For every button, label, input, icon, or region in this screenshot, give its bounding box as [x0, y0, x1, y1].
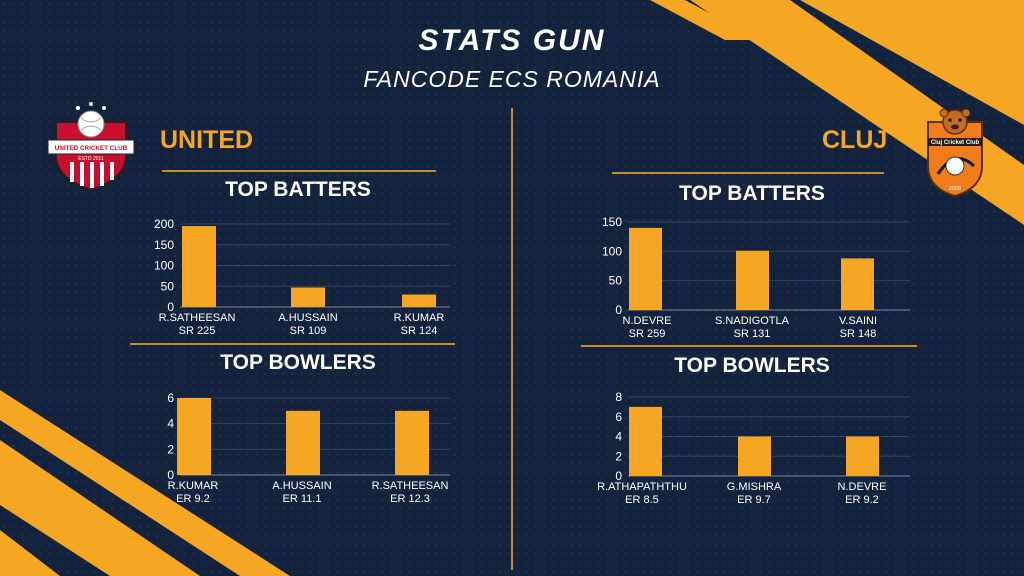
center-divider	[511, 108, 513, 570]
bar-3	[841, 258, 874, 310]
united-logo-estd: ESTD 2011	[78, 156, 104, 162]
category-sublabel: SR 148	[840, 328, 877, 340]
bar-2	[736, 250, 769, 310]
y-tick-label: 50	[609, 274, 623, 288]
category-sublabel: SR 225	[179, 325, 216, 337]
category-sublabel: ER 8.5	[625, 494, 659, 506]
category-label: R.ATHAPATHTHU	[597, 481, 687, 493]
category-label: V.SAINI	[839, 315, 877, 327]
united-logo: UNITED CRICKET CLUB ESTD 2011	[48, 102, 134, 192]
category-label: S.NADIGOTLA	[715, 315, 790, 327]
team-name-united: UNITED	[160, 126, 254, 154]
cluj-logo-text: Cluj Cricket Club	[931, 140, 980, 146]
y-tick-label: 50	[161, 279, 175, 293]
category-label: R.KUMAR	[394, 312, 445, 324]
united-section-rule	[130, 343, 455, 345]
y-tick-label: 0	[615, 469, 622, 483]
category-sublabel: ER 11.1	[283, 493, 322, 505]
category-sublabel: ER 9.2	[176, 493, 210, 505]
category-sublabel: ER 9.7	[737, 494, 771, 506]
y-tick-label: 8	[615, 390, 622, 404]
team-name-cluj: CLUJ	[822, 126, 888, 154]
y-tick-label: 0	[167, 300, 174, 314]
page-subtitle: FANCODE ECS ROMANIA	[363, 66, 661, 92]
y-tick-label: 0	[167, 468, 174, 482]
y-tick-label: 150	[602, 215, 622, 229]
category-sublabel: SR 124	[401, 325, 438, 337]
y-tick-label: 200	[154, 217, 174, 231]
category-sublabel: ER 12.3	[390, 493, 430, 505]
y-tick-label: 6	[615, 410, 622, 424]
page-title: STATS GUN	[418, 24, 606, 57]
bar-2	[738, 436, 771, 476]
united-batters-title: TOP BATTERS	[225, 178, 371, 201]
category-sublabel: SR 131	[734, 328, 771, 340]
y-tick-label: 6	[167, 391, 174, 405]
category-sublabel: ER 9.2	[845, 494, 879, 506]
bar-3	[402, 294, 436, 307]
cluj-batters-title: TOP BATTERS	[679, 182, 825, 205]
bar-2	[286, 410, 320, 475]
category-label: A.HUSSAIN	[278, 312, 337, 324]
category-label: G.MISHRA	[727, 481, 782, 493]
cluj-logo: Cluj Cricket Club 2009	[927, 108, 983, 198]
united-header-rule	[162, 170, 436, 172]
y-tick-label: 100	[154, 259, 174, 273]
y-tick-label: 100	[602, 244, 622, 258]
category-label: R.KUMAR	[168, 480, 219, 492]
category-label: A.HUSSAIN	[272, 480, 331, 492]
y-tick-label: 0	[615, 303, 622, 317]
y-tick-label: 2	[615, 449, 622, 463]
bar-1	[629, 406, 662, 476]
y-tick-label: 150	[154, 238, 174, 252]
cluj-header-rule	[612, 172, 884, 174]
y-tick-label: 4	[615, 430, 622, 444]
category-label: N.DEVRE	[623, 315, 672, 327]
cluj-logo-year: 2009	[949, 186, 961, 192]
bar-1	[177, 398, 211, 475]
bar-3	[395, 410, 429, 475]
bar-2	[291, 287, 325, 307]
cluj-bowlers-title: TOP BOWLERS	[674, 354, 830, 377]
category-sublabel: SR 109	[290, 325, 327, 337]
bar-1	[629, 227, 662, 310]
bar-1	[182, 226, 216, 307]
category-sublabel: SR 259	[629, 328, 666, 340]
united-logo-text: UNITED CRICKET CLUB	[55, 145, 128, 152]
category-label: N.DEVRE	[838, 481, 887, 493]
y-tick-label: 2	[167, 442, 174, 456]
cluj-section-rule	[581, 345, 917, 347]
category-label: R.SATHEESAN	[372, 480, 449, 492]
united-bowlers-title: TOP BOWLERS	[220, 351, 376, 374]
y-tick-label: 4	[167, 417, 174, 431]
category-label: R.SATHEESAN	[159, 312, 236, 324]
bar-3	[846, 436, 879, 476]
